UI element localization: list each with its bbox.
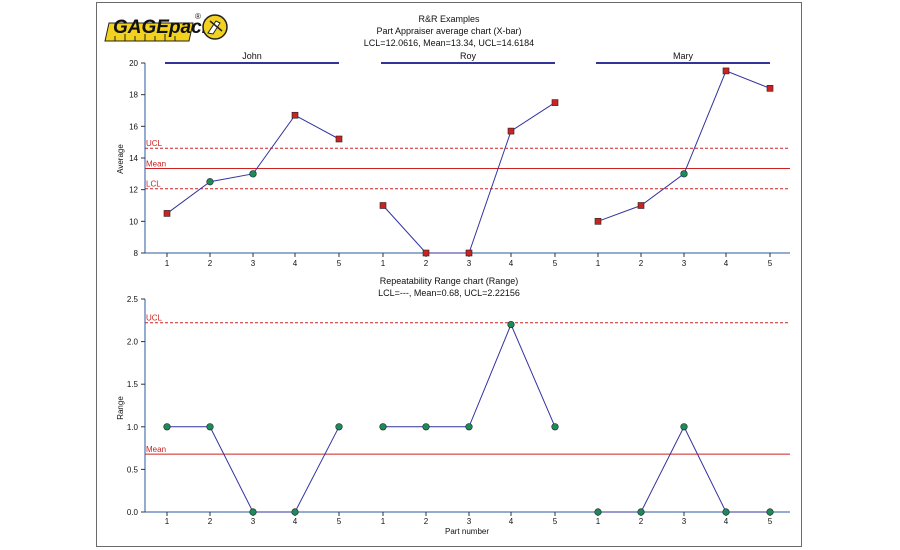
x-tick-label: 5 — [337, 517, 342, 526]
x-tick-label: 3 — [682, 517, 687, 526]
y-tick-label: 8 — [134, 249, 139, 258]
y-tick-label: 2.0 — [127, 338, 139, 347]
data-point-circle — [637, 508, 645, 516]
data-point-square — [722, 67, 730, 75]
data-point-circle — [680, 423, 688, 431]
x-tick-label: 4 — [509, 259, 514, 268]
data-point-square — [163, 210, 171, 217]
chart2-title: Repeatability Range chart (Range) — [380, 276, 519, 286]
group-label-mary: Mary — [673, 51, 693, 61]
y-tick-label: 0.5 — [127, 465, 139, 474]
x-tick-label: 5 — [553, 259, 558, 268]
data-point-square — [507, 127, 515, 135]
data-point-square — [594, 218, 602, 225]
x-tick-label: 2 — [208, 517, 213, 526]
x-tick-label: 1 — [381, 517, 386, 526]
data-point-circle — [163, 423, 171, 431]
y-tick-label: 1.5 — [127, 380, 139, 389]
y-tick-label: 2.5 — [127, 295, 139, 304]
data-point-circle — [465, 423, 473, 431]
chart2-plot-area — [145, 299, 790, 512]
y-tick-label: 0.0 — [127, 508, 139, 517]
data-point-circle — [291, 508, 299, 516]
x-tick-label: 5 — [553, 517, 558, 526]
x-tick-label: 4 — [509, 517, 514, 526]
control-line-label-mean: Mean — [146, 159, 166, 168]
data-point-square — [465, 249, 473, 257]
x-tick-label: 1 — [596, 259, 601, 268]
group-label-john: John — [242, 51, 262, 61]
logo-text: GAGEpack — [113, 17, 214, 38]
group-label-roy: Roy — [460, 51, 477, 61]
data-point-circle — [766, 508, 774, 516]
x-tick-label: 2 — [424, 259, 429, 268]
data-point-circle — [422, 423, 430, 431]
y-tick-label: 1.0 — [127, 423, 139, 432]
x-tick-label: 3 — [467, 517, 472, 526]
chart-frame: GAGEpack ® R&R Examples Part Appraiser a… — [96, 2, 802, 547]
chart2-x-axis-label: Part number — [445, 527, 489, 536]
data-point-circle — [551, 423, 559, 431]
y-tick-label: 10 — [129, 217, 138, 226]
data-point-circle — [722, 508, 730, 516]
chart1-limits: LCL=12.0616, Mean=13.34, UCL=14.6184 — [364, 38, 534, 48]
chart1-subtitle: Part Appraiser average chart (X-bar) — [376, 26, 521, 36]
x-tick-label: 2 — [639, 259, 644, 268]
x-tick-label: 2 — [424, 517, 429, 526]
y-tick-label: 12 — [129, 186, 138, 195]
data-point-circle — [206, 178, 214, 186]
data-point-square — [335, 135, 343, 143]
x-tick-label: 3 — [251, 259, 256, 268]
data-point-circle — [507, 320, 515, 329]
chart2-y-axis-label: Range — [116, 396, 125, 420]
data-point-circle — [594, 508, 602, 516]
control-line-label-mean: Mean — [146, 445, 166, 454]
data-point-circle — [379, 423, 387, 431]
x-tick-label: 4 — [724, 259, 729, 268]
x-tick-label: 5 — [768, 259, 773, 268]
x-tick-label: 1 — [381, 259, 386, 268]
y-tick-label: 18 — [129, 91, 138, 100]
x-tick-label: 3 — [682, 259, 687, 268]
data-point-square — [766, 85, 774, 92]
data-point-square — [422, 249, 430, 257]
data-point-circle — [249, 508, 257, 516]
data-point-square — [379, 202, 387, 209]
chart1-title: R&R Examples — [418, 14, 480, 24]
control-line-label-ucl: UCL — [146, 139, 163, 148]
data-point-square — [291, 111, 299, 119]
gagepack-rr-chart: GAGEpack ® R&R Examples Part Appraiser a… — [104, 12, 790, 536]
x-tick-label: 4 — [724, 517, 729, 526]
x-tick-label: 1 — [596, 517, 601, 526]
x-tick-label: 3 — [467, 259, 472, 268]
x-tick-label: 1 — [165, 259, 170, 268]
y-tick-label: 20 — [129, 59, 138, 68]
x-tick-label: 2 — [208, 259, 213, 268]
data-point-circle — [206, 423, 214, 431]
data-point-square — [551, 99, 559, 106]
chart2-limits: LCL=---, Mean=0.68, UCL=2.22156 — [378, 288, 520, 298]
chart1-plot-area — [145, 63, 790, 253]
data-point-circle — [680, 170, 688, 178]
y-tick-label: 14 — [129, 154, 138, 163]
data-point-circle — [249, 170, 257, 178]
data-point-circle — [335, 423, 343, 431]
x-tick-label: 4 — [293, 259, 298, 268]
y-tick-label: 16 — [129, 122, 138, 131]
x-tick-label: 4 — [293, 517, 298, 526]
x-tick-label: 5 — [768, 517, 773, 526]
x-tick-label: 3 — [251, 517, 256, 526]
x-tick-label: 1 — [165, 517, 170, 526]
logo-ruler-icon — [104, 22, 194, 42]
gagepack-logo: GAGEpack ® — [104, 12, 228, 42]
x-tick-label: 5 — [337, 259, 342, 268]
data-point-square — [637, 202, 645, 209]
logo-registered-mark: ® — [195, 12, 201, 21]
chart1-y-axis-label: Average — [116, 144, 125, 174]
x-tick-label: 2 — [639, 517, 644, 526]
control-line-label-lcl: LCL — [146, 180, 161, 189]
control-line-label-ucl: UCL — [146, 314, 163, 323]
